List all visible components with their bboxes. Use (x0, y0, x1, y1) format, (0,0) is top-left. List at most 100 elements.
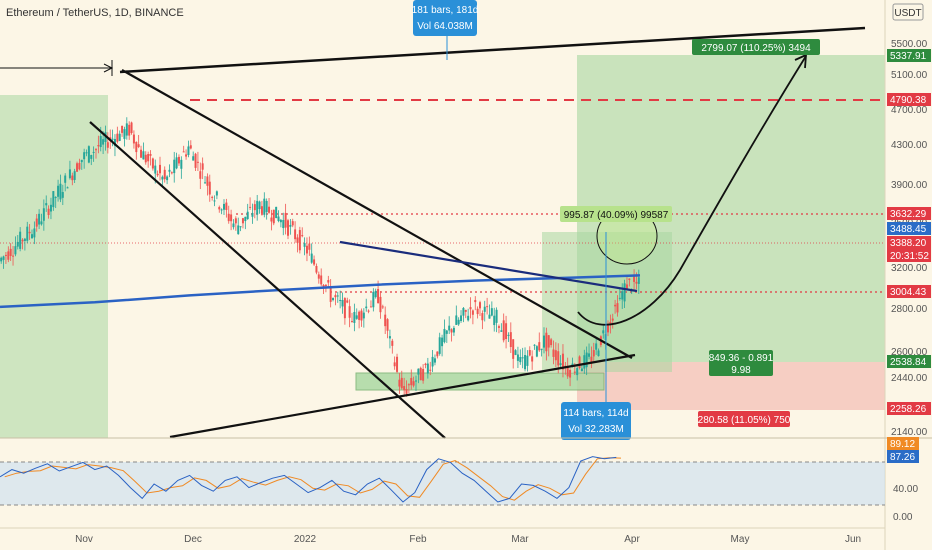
candle (618, 288, 621, 301)
candle (2, 255, 5, 269)
y-tick-label: 2600.00 (891, 347, 928, 358)
candle (580, 365, 583, 372)
candle (38, 209, 41, 230)
candle (388, 329, 391, 349)
range-bottom-box[interactable]: 114 bars, 114d Vol 32.283M (561, 402, 631, 440)
candle (362, 308, 365, 328)
candle (35, 214, 38, 232)
candle (47, 205, 50, 219)
candle (533, 344, 536, 350)
y-tick-label: 5500.00 (891, 39, 928, 50)
candle (381, 304, 384, 310)
stop-label-box[interactable]: 280.58 (11.05%) 750 (698, 411, 791, 427)
candle (355, 308, 358, 320)
candle (343, 297, 346, 325)
rsi-tag-label: 87.26 (890, 452, 915, 463)
candle (196, 151, 199, 172)
candle (239, 226, 242, 232)
candle (16, 235, 19, 250)
left-green-zone (0, 95, 108, 438)
candle (332, 297, 335, 302)
rsi-tags: 89.12 87.26 (887, 437, 919, 463)
price-tag-label: 3004.43 (890, 287, 927, 298)
candle (514, 349, 517, 356)
candle (132, 130, 135, 149)
candle (135, 141, 138, 160)
trend-arrowhead-small (103, 63, 114, 73)
rsi-tick-label: 0.00 (893, 512, 913, 523)
trend-wedge-top (121, 69, 633, 359)
price-tag: 20:31:52 (887, 249, 931, 262)
candle (524, 347, 527, 372)
candle (519, 349, 522, 365)
price-tag: 3388.20 (887, 236, 931, 249)
candle (59, 174, 62, 203)
candle (256, 194, 259, 221)
move-label-box[interactable]: 995.87 (40.09%) 99587 (560, 206, 672, 222)
candle (85, 149, 88, 157)
chart-title: Ethereum / TetherUS, 1D, BINANCE (6, 7, 184, 19)
candle (23, 237, 26, 251)
candle (106, 132, 109, 154)
range-bottom-text-2: Vol 32.283M (568, 424, 624, 435)
candle (315, 263, 318, 275)
range-top-box[interactable]: 181 bars, 181d Vol 64.038M (412, 0, 479, 36)
candle (244, 216, 247, 230)
candle (590, 346, 593, 369)
candle (83, 148, 86, 169)
candle (241, 217, 244, 229)
candle (384, 306, 387, 335)
candle (204, 176, 207, 184)
candle (4, 252, 7, 264)
candle (353, 303, 356, 332)
candle (486, 297, 489, 315)
price-tag: 5337.91 (887, 49, 931, 62)
x-tick-label: Nov (75, 534, 93, 545)
rr-label-box[interactable]: 849.36 - 0.891 9.98 (709, 350, 774, 376)
candle (308, 236, 311, 256)
candle (177, 154, 180, 166)
candle (457, 317, 460, 326)
candle (305, 237, 308, 262)
candle (398, 373, 401, 394)
candle (28, 224, 31, 240)
candle (512, 339, 515, 369)
candle (415, 375, 417, 392)
price-tag: 2538.84 (887, 355, 931, 368)
candle (253, 200, 256, 219)
candle (232, 219, 235, 230)
currency-badge[interactable]: USDT (892, 3, 924, 21)
y-tick-label: 4700.00 (891, 105, 928, 116)
candle (0, 256, 3, 264)
candle (270, 209, 273, 231)
candle (391, 338, 394, 354)
price-axis (885, 0, 932, 550)
rr-text-2: 9.98 (731, 365, 751, 376)
target-label-box[interactable]: 2799.07 (110.25%) 3494 (692, 39, 820, 55)
price-tag-label: 4790.38 (890, 95, 927, 106)
candle (576, 366, 579, 381)
candle (497, 324, 500, 334)
candle (125, 117, 128, 140)
price-tags: 5337.91 4790.38 3632.29 3488.45 3388.20 20:31… (887, 49, 931, 415)
candle (303, 237, 306, 256)
candle (588, 343, 591, 360)
candle (467, 308, 470, 322)
candle (31, 229, 33, 240)
candle (455, 305, 458, 325)
candle (545, 327, 548, 361)
candle (327, 275, 330, 288)
candle (438, 332, 441, 356)
candle (140, 145, 143, 158)
candle (173, 151, 176, 183)
candle (279, 218, 282, 228)
candle (479, 300, 481, 317)
candle (583, 349, 586, 374)
candle (220, 208, 223, 215)
candle (543, 327, 545, 354)
candle (360, 308, 363, 327)
candle (445, 329, 448, 343)
candle (7, 246, 10, 263)
candle (52, 191, 55, 211)
